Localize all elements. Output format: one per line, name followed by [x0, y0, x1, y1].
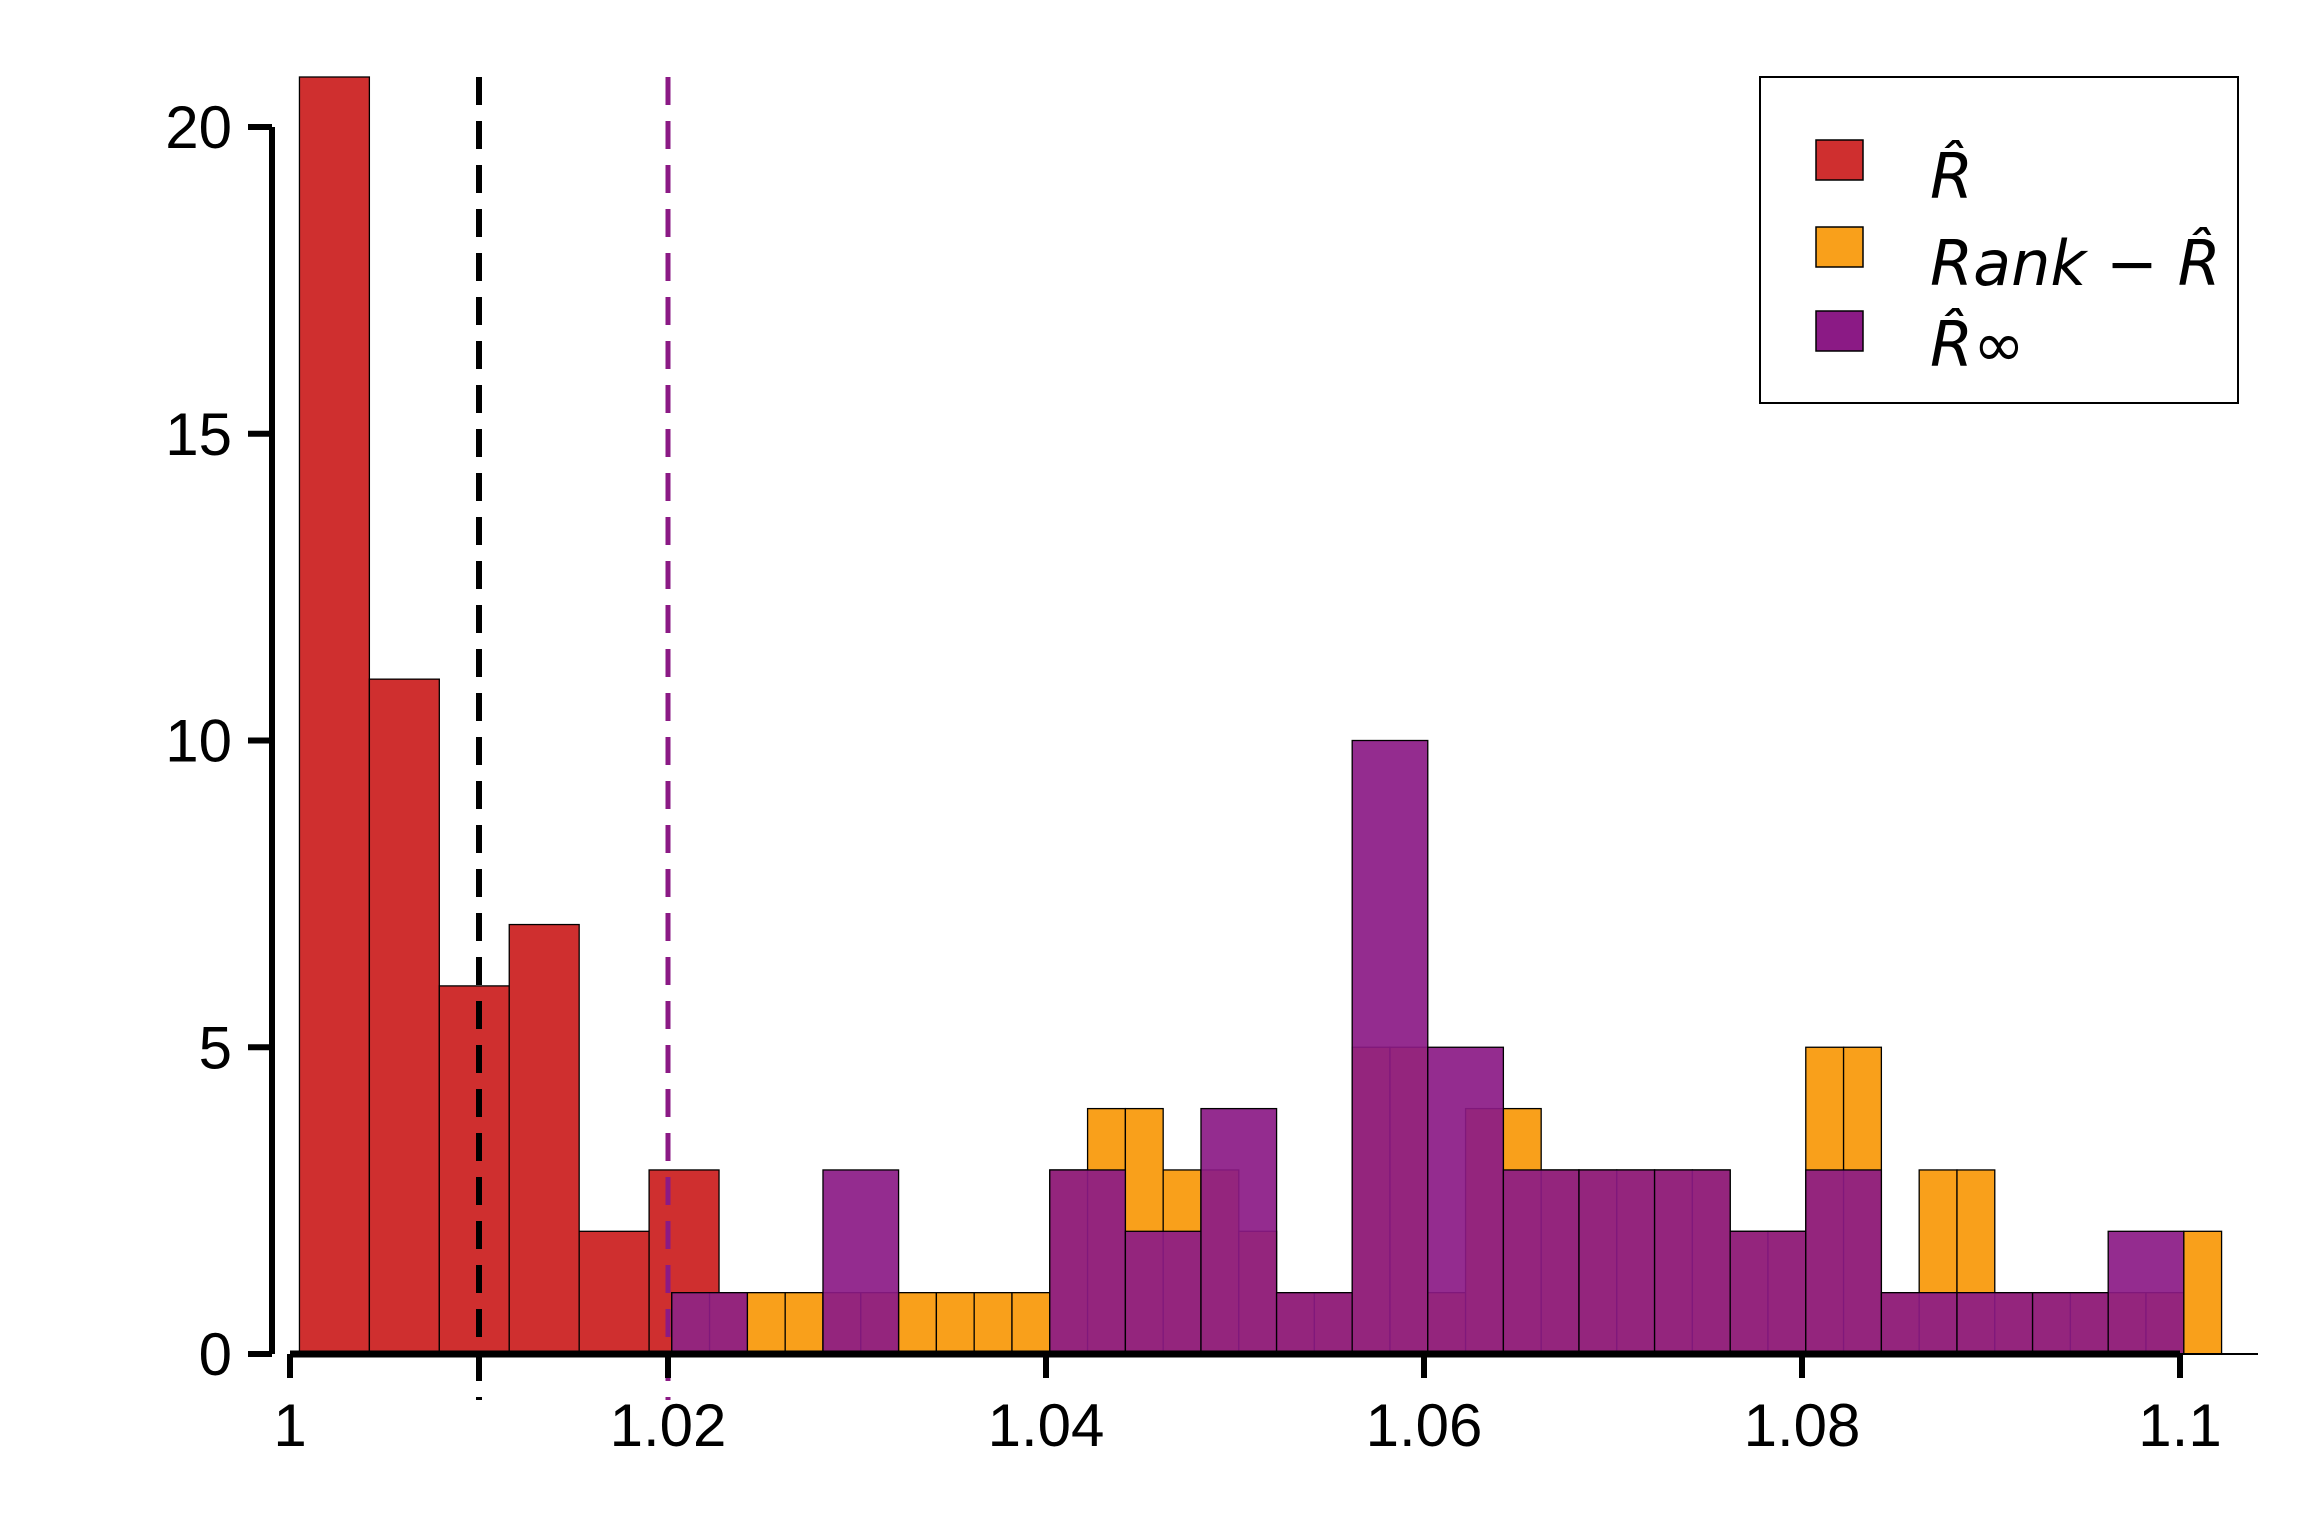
series-r-hat-inf [671, 739, 2185, 1355]
bar-rank-r-hat [784, 1292, 824, 1355]
bar-r-hat [578, 1230, 650, 1355]
bar-r-hat [298, 76, 371, 1355]
legend-swatch-r-hat [1815, 139, 1864, 181]
x-tick-label: 1.1 [2138, 1392, 2221, 1459]
bar-rank-r-hat [1011, 1292, 1051, 1355]
bar-r-hat-inf [1502, 1169, 1580, 1355]
bar-r-hat-inf [1275, 1292, 1353, 1355]
bar-r-hat-inf [671, 1292, 749, 1355]
y-tick-label: 15 [165, 401, 232, 468]
y-tick-label: 20 [165, 94, 232, 161]
bar-r-hat-inf [1805, 1169, 1883, 1355]
y-tick-label: 10 [165, 708, 232, 775]
x-tick-label: 1.08 [1744, 1392, 1861, 1459]
bar-r-hat-inf [1880, 1292, 1958, 1355]
bar-r-hat-inf [2031, 1292, 2109, 1355]
x-tick-label: 1.04 [988, 1392, 1105, 1459]
bar-r-hat-inf [1653, 1169, 1731, 1355]
bar-r-hat-inf [1049, 1169, 1127, 1355]
legend-label-r-hat-inf: R̂∞ [1930, 308, 2025, 381]
legend-label-rank-r-hat: Rank − R̂ [1930, 227, 2221, 300]
bar-rank-r-hat [746, 1292, 786, 1355]
bar-rank-r-hat [2183, 1230, 2223, 1355]
bar-r-hat-inf [2107, 1230, 2185, 1355]
series-r-hat [298, 76, 720, 1355]
bar-rank-r-hat [973, 1292, 1013, 1355]
x-tick-label: 1.02 [610, 1392, 727, 1459]
bar-r-hat-inf [1427, 1046, 1505, 1355]
bar-r-hat-inf [1956, 1292, 2034, 1355]
bar-r-hat [368, 678, 440, 1355]
bar-r-hat-inf [822, 1169, 900, 1355]
bar-r-hat-inf [1578, 1169, 1656, 1355]
x-tick-label: 1 [273, 1392, 306, 1459]
bar-r-hat-inf [1200, 1107, 1278, 1355]
bar-r-hat-inf [1351, 739, 1429, 1355]
y-tick-label: 0 [199, 1321, 232, 1388]
legend: R̂ Rank − R̂ R̂∞ [1759, 76, 2239, 404]
legend-label-r-hat: R̂ [1930, 140, 1973, 213]
y-tick-label: 5 [199, 1014, 232, 1081]
x-tick-label: 1.06 [1366, 1392, 1483, 1459]
legend-swatch-rank-r-hat [1815, 226, 1864, 268]
bar-r-hat-inf [1124, 1230, 1202, 1355]
bar-r-hat-inf [1729, 1230, 1807, 1355]
bar-rank-r-hat [935, 1292, 975, 1355]
legend-swatch-r-hat-inf [1815, 310, 1864, 352]
reference-lines [476, 77, 671, 1400]
bar-rank-r-hat [897, 1292, 938, 1355]
axes: 1 1.02 1.04 1.06 1.08 1.1 0 5 10 15 20 [165, 94, 2258, 1459]
bars-layer [298, 76, 2223, 1355]
bar-r-hat [508, 923, 580, 1355]
bar-r-hat [438, 985, 510, 1355]
